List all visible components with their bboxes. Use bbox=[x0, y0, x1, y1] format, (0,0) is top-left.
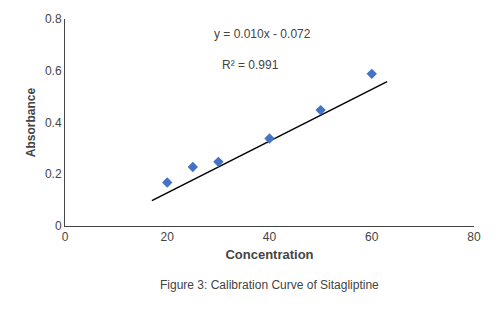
svg-text:y = 0.010x - 0.072: y = 0.010x - 0.072 bbox=[214, 27, 311, 41]
svg-text:60: 60 bbox=[365, 230, 379, 244]
svg-text:0.8: 0.8 bbox=[45, 12, 62, 26]
svg-text:Concentration: Concentration bbox=[225, 247, 313, 262]
svg-text:0.4: 0.4 bbox=[45, 116, 62, 130]
svg-text:80: 80 bbox=[467, 230, 481, 244]
svg-text:0.6: 0.6 bbox=[45, 64, 62, 78]
svg-text:Figure 3: Calibration Curve of: Figure 3: Calibration Curve of Sitaglipt… bbox=[160, 278, 379, 292]
svg-text:0.2: 0.2 bbox=[45, 167, 62, 181]
svg-text:0: 0 bbox=[62, 230, 69, 244]
svg-text:R² = 0.991: R² = 0.991 bbox=[222, 58, 279, 72]
svg-text:20: 20 bbox=[161, 230, 175, 244]
svg-text:0: 0 bbox=[55, 219, 62, 233]
svg-text:40: 40 bbox=[263, 230, 277, 244]
svg-text:Absorbance: Absorbance bbox=[24, 88, 38, 158]
